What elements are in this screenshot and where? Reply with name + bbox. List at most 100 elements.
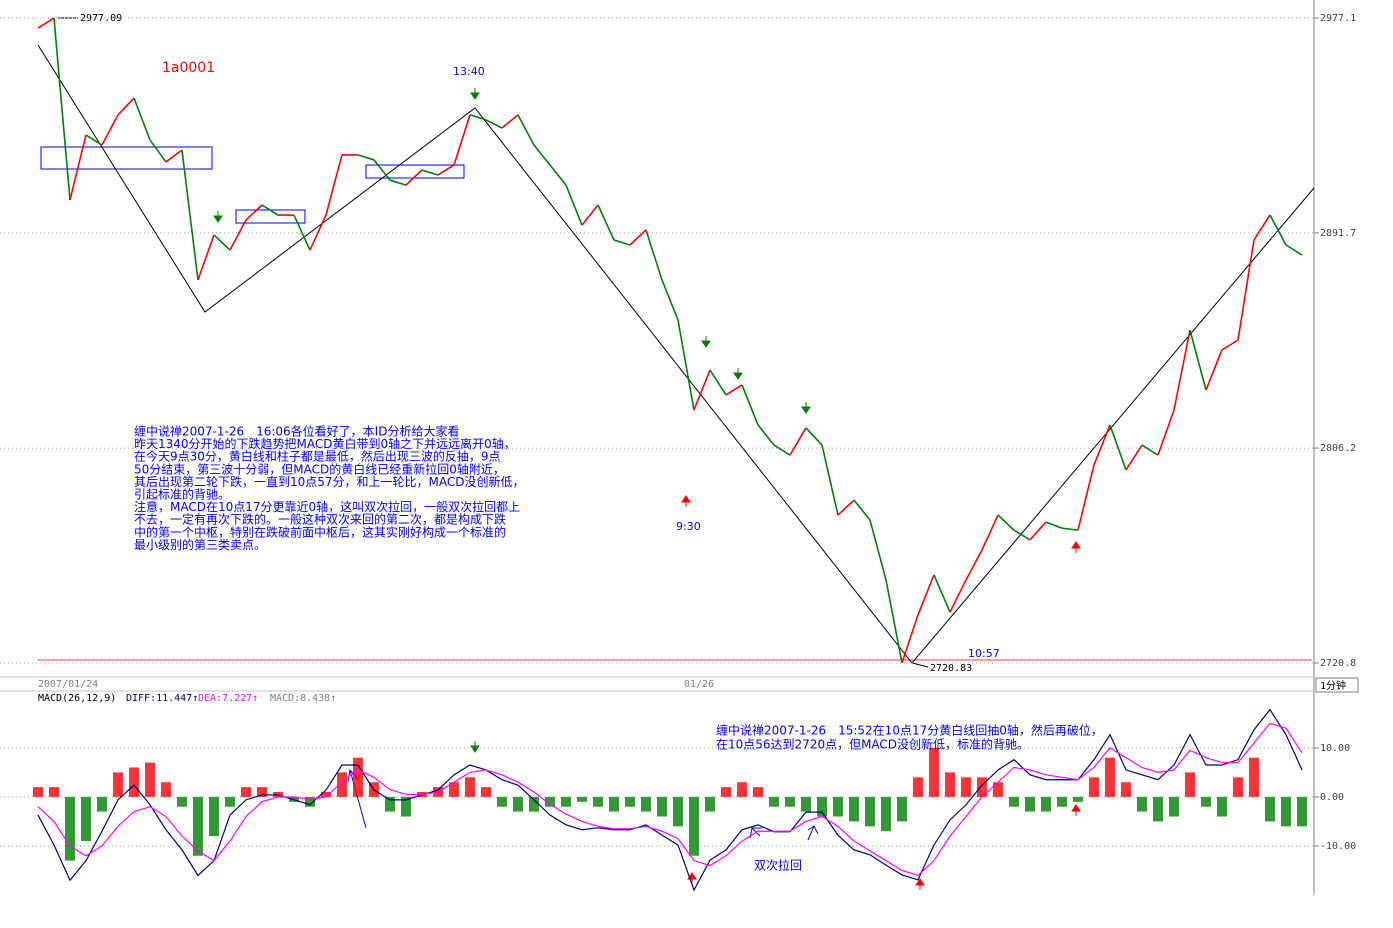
- macd-bar: [593, 796, 603, 807]
- price-segment: [181, 150, 199, 281]
- macd-bar: [353, 757, 363, 797]
- price-segment: [965, 549, 983, 581]
- macd-bar: [33, 787, 43, 797]
- annotation-line: 缠中说禅2007-1-26 16:06各位看好了，本ID分析给大家看: [134, 424, 459, 439]
- price-segment: [373, 159, 391, 181]
- price-segment: [693, 369, 711, 411]
- price-segment: [565, 184, 583, 226]
- macd-bar: [1201, 796, 1211, 807]
- zone-box: [40, 146, 213, 170]
- macd-bar: [609, 796, 619, 812]
- macd-bar: [705, 796, 715, 812]
- macd-bar: [529, 796, 539, 812]
- price-segment: [645, 229, 663, 281]
- macd-bar: [321, 792, 331, 797]
- price-segment: [69, 134, 87, 201]
- price-segment: [709, 369, 727, 396]
- macd-bar: [65, 796, 75, 861]
- annotation-line: 在今天9点30分，黄白线和柱子都是最低，然后出现三波的反抽，9点: [134, 449, 501, 464]
- macd-bar: [817, 796, 827, 817]
- macd-bar: [1233, 777, 1243, 797]
- annotation-line: 中的第一个中枢，特别在跌破前面中枢后，这其实刚好构成一个标准的: [134, 524, 506, 539]
- period-box: [1315, 677, 1359, 693]
- macd-bar: [1073, 796, 1083, 802]
- macd-bar: [1041, 796, 1051, 812]
- price-segment: [869, 519, 887, 581]
- leader: [911, 662, 929, 668]
- macd-bar: [977, 777, 987, 797]
- macd-bar: [785, 796, 795, 807]
- price-segment: [229, 219, 247, 251]
- y-tick-label: -10.00: [1320, 841, 1356, 852]
- time-label: 13:40: [453, 65, 485, 78]
- price-segment: [405, 169, 423, 186]
- price-segment: [917, 574, 935, 616]
- macd-bar: [129, 767, 139, 797]
- macd-bar: [673, 796, 683, 827]
- price-segment: [133, 97, 151, 141]
- y-tick-label: 2891.7: [1320, 228, 1356, 239]
- price-segment: [677, 319, 695, 411]
- arrows: [213, 88, 1081, 890]
- price-segment: [389, 179, 407, 186]
- macd-bar: [945, 772, 955, 797]
- macd-bar: [577, 796, 587, 802]
- macd-bar: [1153, 796, 1163, 822]
- price-segment: [485, 119, 503, 129]
- macd-bar: [193, 796, 203, 856]
- macd-bar: [961, 777, 971, 797]
- macd-bar: [929, 747, 939, 797]
- price-segment: [597, 204, 615, 241]
- macd-bar: [1057, 796, 1067, 807]
- sell-arrow: [701, 336, 711, 348]
- macd-bar: [1217, 796, 1227, 817]
- macd-bar: [81, 796, 91, 842]
- price-segment: [805, 427, 823, 446]
- y-tick-label: 0.00: [1320, 792, 1344, 803]
- buy-arrow: [1071, 804, 1081, 816]
- price-segment: [661, 279, 679, 321]
- price-segment: [581, 204, 599, 226]
- price-segment: [549, 164, 567, 186]
- legend-entry: DIFF:11.447↑: [126, 693, 198, 704]
- x-label: 2007/01/24: [38, 679, 98, 690]
- macd-bar: [833, 796, 843, 817]
- annotation-line: 其后出现第二轮下跌，一直到10点57分，和上一轮比，MACD没创新低，: [134, 474, 525, 489]
- macd-bar: [769, 796, 779, 807]
- price-segment: [821, 444, 839, 516]
- macd-bar: [801, 796, 811, 812]
- annotation-line: 在10点56达到2720点，但MACD没创新低，标准的背驰。: [716, 737, 1029, 752]
- macd-bar: [305, 796, 315, 807]
- macd-bar: [1281, 796, 1291, 827]
- macd-bar: [497, 796, 507, 807]
- price-segment: [1093, 424, 1111, 466]
- macd-bar: [545, 796, 555, 807]
- macd-bar: [113, 772, 123, 797]
- macd-bar: [1089, 777, 1099, 797]
- macd-title: MACD(26,12,9): [38, 693, 116, 704]
- price-segment: [981, 514, 999, 551]
- macd-bar: [513, 796, 523, 812]
- macd-bar: [97, 796, 107, 812]
- price-segment: [837, 499, 855, 516]
- price-segment: [213, 234, 231, 251]
- macd-bar: [49, 787, 59, 797]
- price-segment: [1141, 444, 1159, 456]
- macd-bar: [897, 796, 907, 822]
- annotation-line: 不去，一定有再次下跌的。一般这种双次来回的第二次，都是构成下跌: [134, 512, 506, 527]
- sell-arrow: [470, 88, 480, 100]
- macd-bar: [385, 796, 395, 812]
- annotation-line: 缠中说禅2007-1-26 15:52在10点17分黄白线回抽0轴，然后再破位，: [716, 723, 1103, 738]
- price-segment: [197, 234, 215, 281]
- macd-bar: [865, 796, 875, 827]
- price-segment: [85, 134, 103, 146]
- macd-bar: [1169, 796, 1179, 817]
- price-segment: [1077, 464, 1095, 531]
- macd-bar: [737, 782, 747, 797]
- macd-bar: [641, 796, 651, 812]
- legend-entry: MACD:8.438↑: [270, 693, 336, 704]
- price-segment: [885, 579, 903, 664]
- symbol: 1a0001: [162, 60, 215, 76]
- price-segment: [309, 214, 327, 251]
